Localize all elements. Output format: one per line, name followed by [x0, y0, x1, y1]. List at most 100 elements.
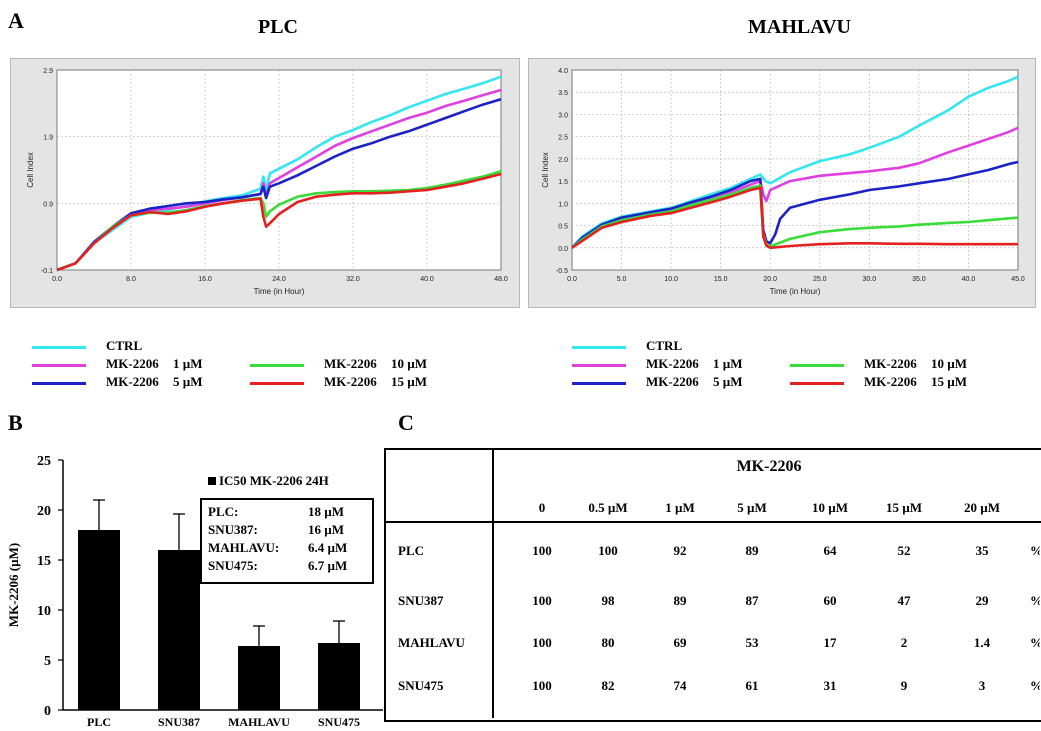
- plc-x-axis-label: Time (in Hour): [254, 287, 305, 296]
- mahlavu-xtick-label: 40.0: [962, 276, 976, 283]
- bar-ytick-label: 5: [44, 654, 51, 669]
- table-cell: 31: [823, 678, 837, 693]
- bar-legend: IC50 MK-2206 24H: [208, 473, 329, 489]
- plc-y-axis-label: Cell Index: [26, 152, 35, 188]
- bar-category-label: SNU387: [158, 715, 200, 729]
- legend-item: MK-2206 5 µM: [32, 374, 252, 392]
- mahlavu-xtick-label: 25.0: [813, 276, 827, 283]
- legend-swatch: [32, 382, 86, 385]
- table-cell: 64: [823, 543, 837, 558]
- table-column-header: 0: [538, 500, 546, 515]
- mahlavu-series-line-2: [571, 160, 1019, 249]
- panel-label-a: A: [8, 8, 24, 33]
- mahlavu-xtick-label: 20.0: [763, 276, 777, 283]
- plc-xtick-label: 32.0: [346, 276, 360, 283]
- ic50-annotation-box: PLC: 18 µM SNU387: 16 µM MAHLAVU: 6.4 µM SNU47…: [200, 498, 374, 584]
- ic50-annotation-value: 6.7 µM: [308, 558, 348, 573]
- ic50-annotation-value: 16 µM: [308, 522, 345, 537]
- plc-chart-title: PLC: [258, 16, 298, 38]
- ic50-annotation-label: SNU475:: [208, 558, 258, 573]
- bar-legend-label: IC50 MK-2206 24H: [219, 473, 329, 488]
- table-cell: 1.4: [973, 635, 991, 650]
- bar-mahlavu: [238, 646, 280, 710]
- table-cell: 9: [900, 678, 908, 693]
- legend-item: MK-2206 10 µM: [790, 356, 1010, 374]
- legend-label: MK-2206: [324, 356, 377, 371]
- legend-dose: 1 µM: [173, 356, 203, 371]
- plc-ytick-label: 2.9: [43, 68, 53, 75]
- table-cell: 98: [601, 593, 615, 608]
- mahlavu-xtick-label: 5.0: [617, 276, 627, 283]
- ic50-annotation-value: 18 µM: [308, 504, 345, 519]
- table-column-header: 10 µM: [811, 500, 848, 515]
- table-cell: 74: [673, 678, 687, 693]
- legend-dose: 10 µM: [391, 356, 428, 371]
- ic50-annotation-label: SNU387:: [208, 522, 258, 537]
- table-cell: 87: [745, 593, 759, 608]
- plc-axes: -0.1 0.9 1.9 2.9 0.0 8.0 16.0 24.0 32.0 40.0 48.0 T…: [26, 68, 508, 296]
- table-row-label: SNU387: [398, 593, 444, 608]
- plc-xtick-label: 16.0: [198, 276, 212, 283]
- table-column-header: 1 µM: [665, 500, 695, 515]
- mahlavu-xtick-label: 30.0: [863, 276, 877, 283]
- mahlavu-ytick-label: 1.5: [558, 179, 568, 186]
- mahlavu-xtick-label: 0.0: [567, 276, 577, 283]
- legend-item: MK-2206 10 µM: [250, 356, 470, 374]
- table-unit: %: [1030, 678, 1040, 694]
- legend-item: MK-2206 5 µM: [572, 374, 792, 392]
- table-cell: 82: [601, 678, 615, 693]
- plc-xtick-label: 40.0: [420, 276, 434, 283]
- mahlavu-ytick-label: 2.5: [558, 135, 568, 142]
- table-vertical-divider: [492, 450, 494, 718]
- bar-snu387: [158, 550, 200, 710]
- bar-ytick-label: 15: [37, 554, 51, 569]
- legend-swatch: [572, 364, 626, 367]
- table-cell: 100: [532, 543, 552, 558]
- table-cell: 53: [745, 635, 759, 650]
- plc-series-line-2: [56, 98, 502, 272]
- mahlavu-ytick-label: 3.5: [558, 90, 568, 97]
- table-cell: 2: [900, 635, 908, 650]
- mahlavu-ytick-label: 0.0: [558, 246, 568, 253]
- legend-dose: 1 µM: [713, 356, 743, 371]
- table-column-header: 20 µM: [963, 500, 1000, 515]
- legend-item: CTRL: [32, 338, 252, 356]
- plc-xtick-label: 8.0: [126, 276, 136, 283]
- table-cell: 35: [975, 543, 989, 558]
- mahlavu-ytick-label: 4.0: [558, 68, 568, 75]
- table-cell: 47: [897, 593, 911, 608]
- bar-plc: [78, 530, 120, 710]
- table-row-label: MAHLAVU: [398, 635, 465, 650]
- table-horizontal-divider: [386, 521, 1041, 523]
- plc-ytick-label: 0.9: [43, 201, 53, 208]
- table-cell: 89: [673, 593, 687, 608]
- mahlavu-xtick-label: 35.0: [912, 276, 926, 283]
- legend-label: MK-2206: [324, 374, 377, 389]
- legend-label: MK-2206: [106, 374, 159, 389]
- bar-category-label: MAHLAVU: [228, 715, 290, 729]
- table-cell: 100: [532, 635, 552, 650]
- table-unit: %: [1030, 543, 1040, 559]
- legend-swatch: [790, 382, 844, 385]
- legend-dose: 15 µM: [391, 374, 428, 389]
- table-header: MK-2206: [736, 458, 802, 475]
- legend-item: MK-2206 15 µM: [250, 374, 470, 392]
- legend-swatch: [32, 364, 86, 367]
- legend-item: MK-2206 1 µM: [572, 356, 792, 374]
- legend-swatch: [32, 346, 86, 349]
- mahlavu-ytick-label: 2.0: [558, 157, 568, 164]
- mahlavu-xtick-label: 10.0: [664, 276, 678, 283]
- table-column-header: 15 µM: [885, 500, 922, 515]
- legend-label: CTRL: [646, 338, 683, 353]
- panel-label-b: B: [8, 410, 23, 435]
- legend-label: MK-2206: [864, 356, 917, 371]
- legend-swatch: [250, 364, 304, 367]
- panel-label-c: C: [398, 410, 414, 435]
- legend-label: MK-2206: [106, 356, 159, 371]
- plc-ytick-label: 1.9: [43, 135, 53, 142]
- bar-category-label: SNU475: [318, 715, 360, 729]
- table-row-label: PLC: [398, 543, 424, 558]
